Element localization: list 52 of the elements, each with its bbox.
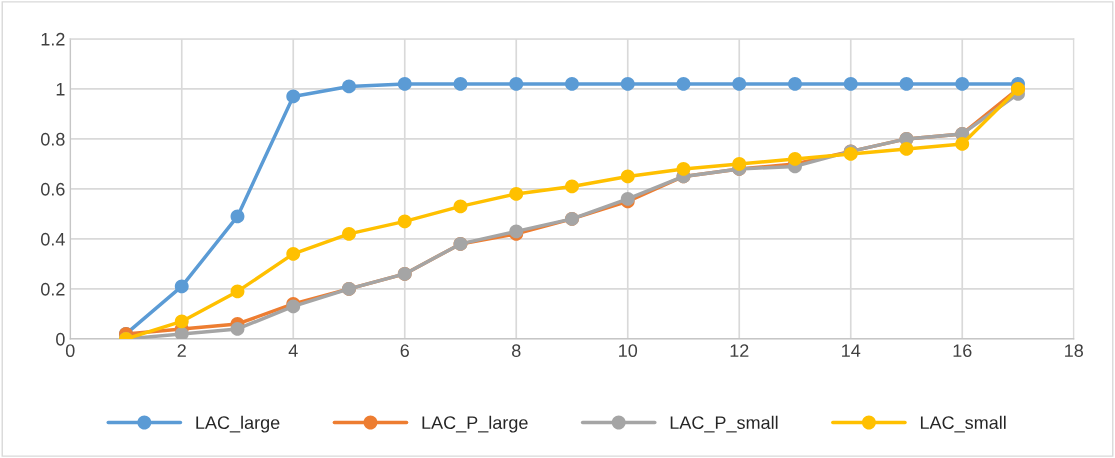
x-tick-label: 8	[512, 344, 521, 358]
y-tick-label: 0.6	[40, 182, 65, 196]
point	[174, 326, 189, 339]
x-tick-label: 18	[1065, 344, 1083, 358]
point	[565, 76, 579, 91]
point	[397, 214, 412, 229]
y-tick-label: 0.2	[40, 282, 65, 296]
point	[453, 199, 468, 214]
x-tick-label: 2	[177, 344, 186, 357]
x-tick-label: 10	[619, 344, 638, 358]
point	[509, 76, 524, 91]
point	[230, 284, 245, 299]
point	[620, 76, 635, 91]
point	[899, 141, 914, 156]
x-tick-label: 16	[953, 344, 972, 358]
x-tick-label: 4	[288, 344, 298, 357]
legend-label: LAC_P_small	[670, 415, 778, 433]
point	[342, 226, 356, 241]
point	[732, 156, 747, 171]
point	[565, 179, 579, 194]
point	[397, 76, 412, 91]
legend-label: LAC_P_large	[422, 415, 528, 433]
x-tick-label: 6	[400, 344, 409, 358]
point	[286, 89, 301, 104]
point	[230, 209, 245, 224]
point	[899, 76, 914, 91]
point	[342, 79, 356, 94]
point	[620, 169, 635, 184]
point	[676, 76, 691, 91]
point	[955, 136, 970, 151]
y-tick-label: 1.2	[41, 32, 65, 46]
point	[788, 76, 802, 91]
point	[174, 314, 189, 329]
y-tick-label: 0.8	[40, 132, 65, 146]
point	[788, 151, 802, 166]
point	[509, 186, 524, 201]
y-tick-label: 0.4	[40, 232, 65, 246]
point	[955, 76, 970, 91]
x-tick-label: 14	[842, 344, 861, 357]
x-tick-label: 12	[730, 344, 749, 357]
point	[230, 321, 245, 336]
x-tick-label: 0	[65, 344, 75, 358]
point	[174, 279, 189, 294]
y-tick-label: 0	[56, 332, 65, 346]
point	[286, 246, 301, 261]
point	[676, 161, 691, 176]
y-tick-label: 1	[56, 83, 65, 96]
legend-label: LAC_large	[196, 415, 280, 433]
point	[453, 76, 468, 91]
legend-label: LAC_small	[920, 415, 1006, 433]
point	[843, 76, 858, 91]
point	[732, 76, 747, 91]
